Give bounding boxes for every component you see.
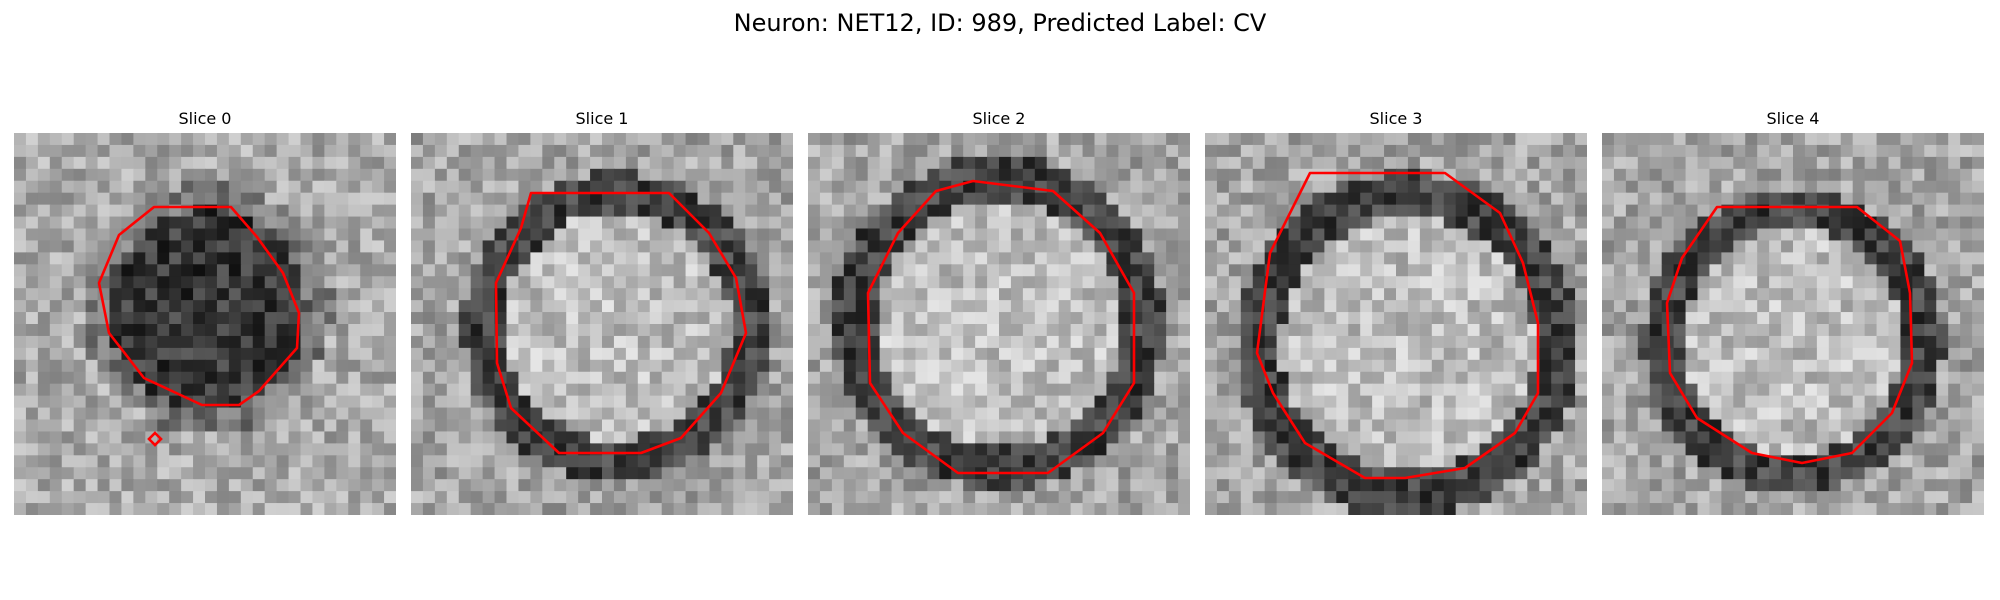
segmentation-contour (1255, 171, 1540, 480)
slice-panel: Slice 0 (14, 108, 396, 515)
slice-image (411, 133, 793, 515)
segmentation-contour (97, 205, 301, 407)
slice-title: Slice 1 (575, 109, 629, 128)
segmentation-contour (494, 191, 748, 455)
slice-title: Slice 0 (178, 109, 232, 128)
slice-image (1205, 133, 1587, 515)
slice-image (1602, 133, 1984, 515)
slice-title: Slice 2 (972, 109, 1026, 128)
slice-title: Slice 3 (1369, 109, 1423, 128)
slice-panel: Slice 2 (808, 108, 1190, 515)
segmentation-contour (866, 179, 1136, 475)
slice-panel: Slice 3 (1205, 108, 1587, 515)
slice-image (14, 133, 396, 515)
slice-title: Slice 4 (1766, 109, 1820, 128)
segmentation-contour (1665, 205, 1914, 465)
slice-image (808, 133, 1190, 515)
figure-title: Neuron: NET12, ID: 989, Predicted Label:… (733, 9, 1267, 37)
slice-panel: Slice 4 (1602, 108, 1984, 515)
slice-panel: Slice 1 (411, 108, 793, 515)
small-contour (147, 431, 163, 447)
